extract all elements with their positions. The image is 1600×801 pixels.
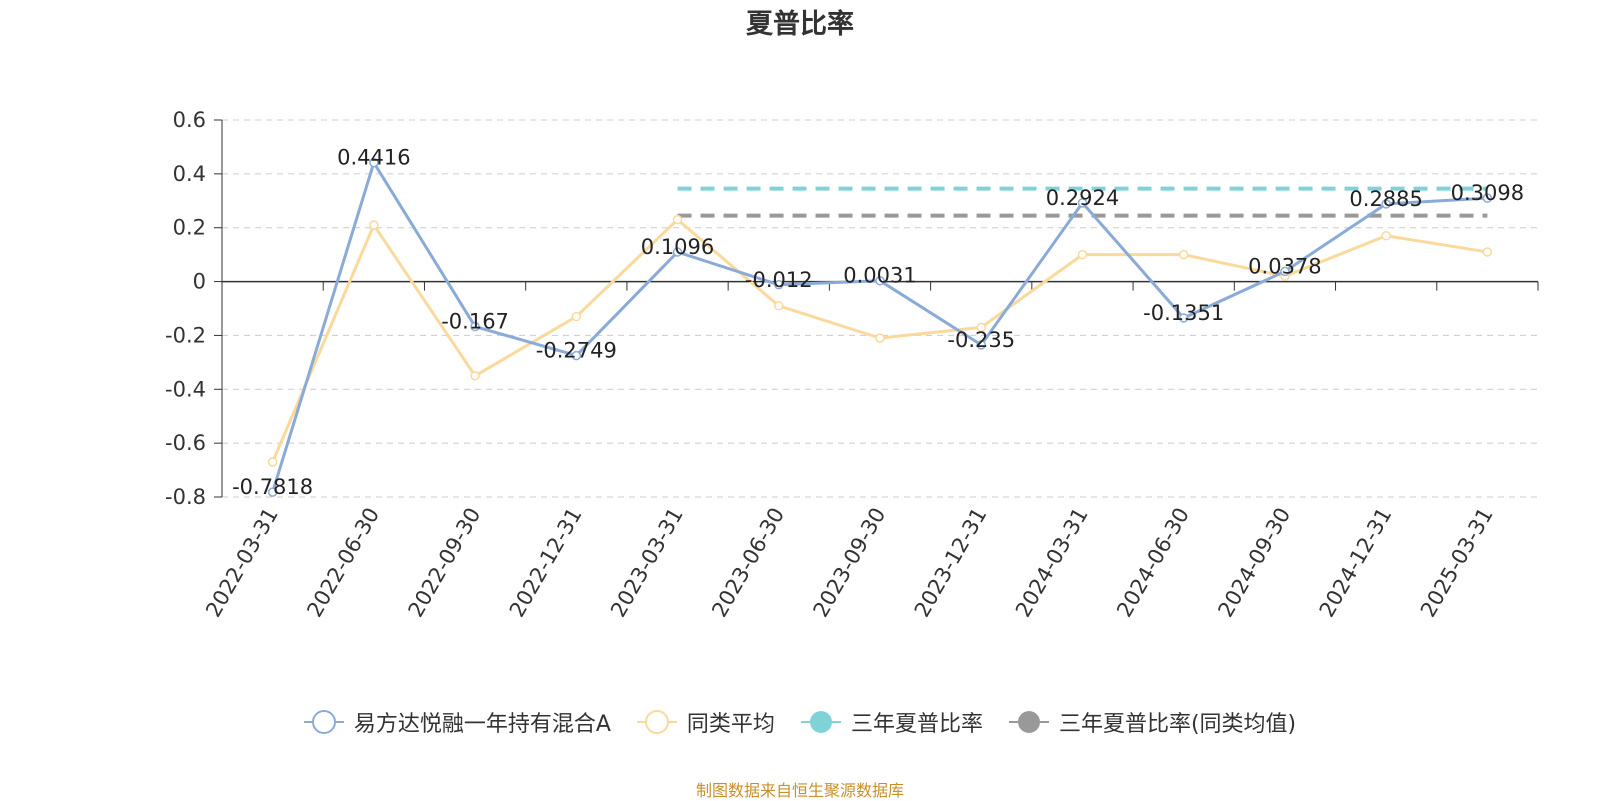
x-tick-label: 2023-03-31 xyxy=(606,504,688,622)
legend-marker-fund xyxy=(303,710,344,734)
data-point xyxy=(1482,193,1493,203)
data-point xyxy=(1178,313,1189,323)
source-note: 制图数据来自恒生聚源数据库 xyxy=(695,781,904,800)
legend-item-3y-sharpe-peer[interactable]: 三年夏普比率(同类均值) xyxy=(1008,706,1297,738)
gridlines xyxy=(222,119,1538,498)
data-point xyxy=(875,275,885,286)
data-label: -0.167 xyxy=(441,310,509,334)
data-point xyxy=(470,321,480,332)
y-tick-label: 0.4 xyxy=(173,162,206,186)
y-tick-label: -0.8 xyxy=(165,485,206,509)
data-label: 0.1096 xyxy=(641,235,714,259)
data-point xyxy=(976,322,986,333)
data-point xyxy=(1482,247,1493,257)
legend-label-3y-sharpe-peer: 三年夏普比率(同类均值) xyxy=(1058,712,1297,737)
x-tick-label: 2023-12-31 xyxy=(910,503,992,621)
data-label: 0.3098 xyxy=(1451,181,1524,205)
data-point xyxy=(1381,199,1391,209)
data-point xyxy=(470,371,480,381)
x-tick-label: 2022-03-31 xyxy=(201,504,283,622)
legend-label-3y-sharpe: 三年夏普比率 xyxy=(850,712,983,737)
data-label: -0.1351 xyxy=(1143,301,1224,325)
x-tick-label: 2024-03-31 xyxy=(1011,504,1093,622)
x-tick-label: 2022-06-30 xyxy=(302,504,384,622)
legend-marker-3y-sharpe xyxy=(800,711,841,733)
x-tick-label: 2023-09-30 xyxy=(809,504,891,622)
data-point xyxy=(571,350,582,361)
legend-item-peer-avg[interactable]: 同类平均 xyxy=(636,706,775,738)
x-tick-label: 2024-12-31 xyxy=(1315,504,1397,622)
data-point xyxy=(369,157,379,168)
legend-label-peer-avg: 同类平均 xyxy=(686,712,775,737)
legend-marker-3y-sharpe-peer xyxy=(1008,711,1049,733)
legend-item-fund[interactable]: 易方达悦融一年持有混合A xyxy=(303,706,611,738)
y-tick-label: -0.2 xyxy=(165,323,206,347)
x-tick-label: 2022-12-31 xyxy=(505,504,587,622)
x-tick-label: 2025-03-31 xyxy=(1416,504,1498,622)
data-point xyxy=(774,301,784,311)
data-point xyxy=(369,220,379,230)
data-label: 0.0378 xyxy=(1248,254,1321,278)
legend-label-fund: 易方达悦融一年持有混合A xyxy=(353,712,611,737)
x-tick-label: 2024-09-30 xyxy=(1213,504,1295,622)
data-point xyxy=(571,311,582,322)
legend-item-3y-sharpe[interactable]: 三年夏普比率 xyxy=(800,706,983,738)
data-label: -0.235 xyxy=(947,328,1015,352)
y-tick-label: 0 xyxy=(193,270,206,294)
data-point xyxy=(672,247,683,257)
data-points xyxy=(267,157,1493,497)
x-tick-label: 2023-06-30 xyxy=(707,504,789,622)
data-point xyxy=(1077,198,1088,208)
y-tick-label: 0.6 xyxy=(173,108,206,132)
y-tick-label: -0.6 xyxy=(165,431,206,455)
data-label: 0.0031 xyxy=(843,264,916,288)
data-point xyxy=(1178,249,1189,260)
y-tick-label: -0.4 xyxy=(165,377,206,401)
data-point xyxy=(267,487,278,497)
data-point xyxy=(1280,266,1290,277)
data-label: 0.2924 xyxy=(1046,186,1119,210)
data-label: 0.2885 xyxy=(1349,187,1422,211)
data-label: -0.2749 xyxy=(536,339,617,363)
data-label: -0.7818 xyxy=(232,475,313,499)
data-label: -0.012 xyxy=(745,268,813,292)
data-point xyxy=(267,457,278,467)
reference-lines xyxy=(677,186,1488,218)
legend: 易方达悦融一年持有混合A 同类平均 三年夏普比率 三年夏普比率(同类均值) xyxy=(0,706,1600,738)
legend-marker-peer-avg xyxy=(636,710,677,734)
data-point xyxy=(1381,231,1391,241)
data-point xyxy=(774,280,784,290)
data-point xyxy=(672,214,683,225)
x-tick-label: 2022-09-30 xyxy=(404,503,486,621)
data-label: 0.4416 xyxy=(337,146,410,170)
x-tick-label: 2024-06-30 xyxy=(1112,504,1194,622)
data-labels: -0.7818 0.4416 -0.167 -0.2749 0.1096 -0.012 0.… xyxy=(232,146,1524,499)
data-point xyxy=(875,333,885,343)
chart-title: 夏普比率 xyxy=(746,9,854,40)
y-tick-label: 0.2 xyxy=(173,216,206,240)
data-point xyxy=(1077,249,1088,260)
data-point xyxy=(976,340,986,350)
